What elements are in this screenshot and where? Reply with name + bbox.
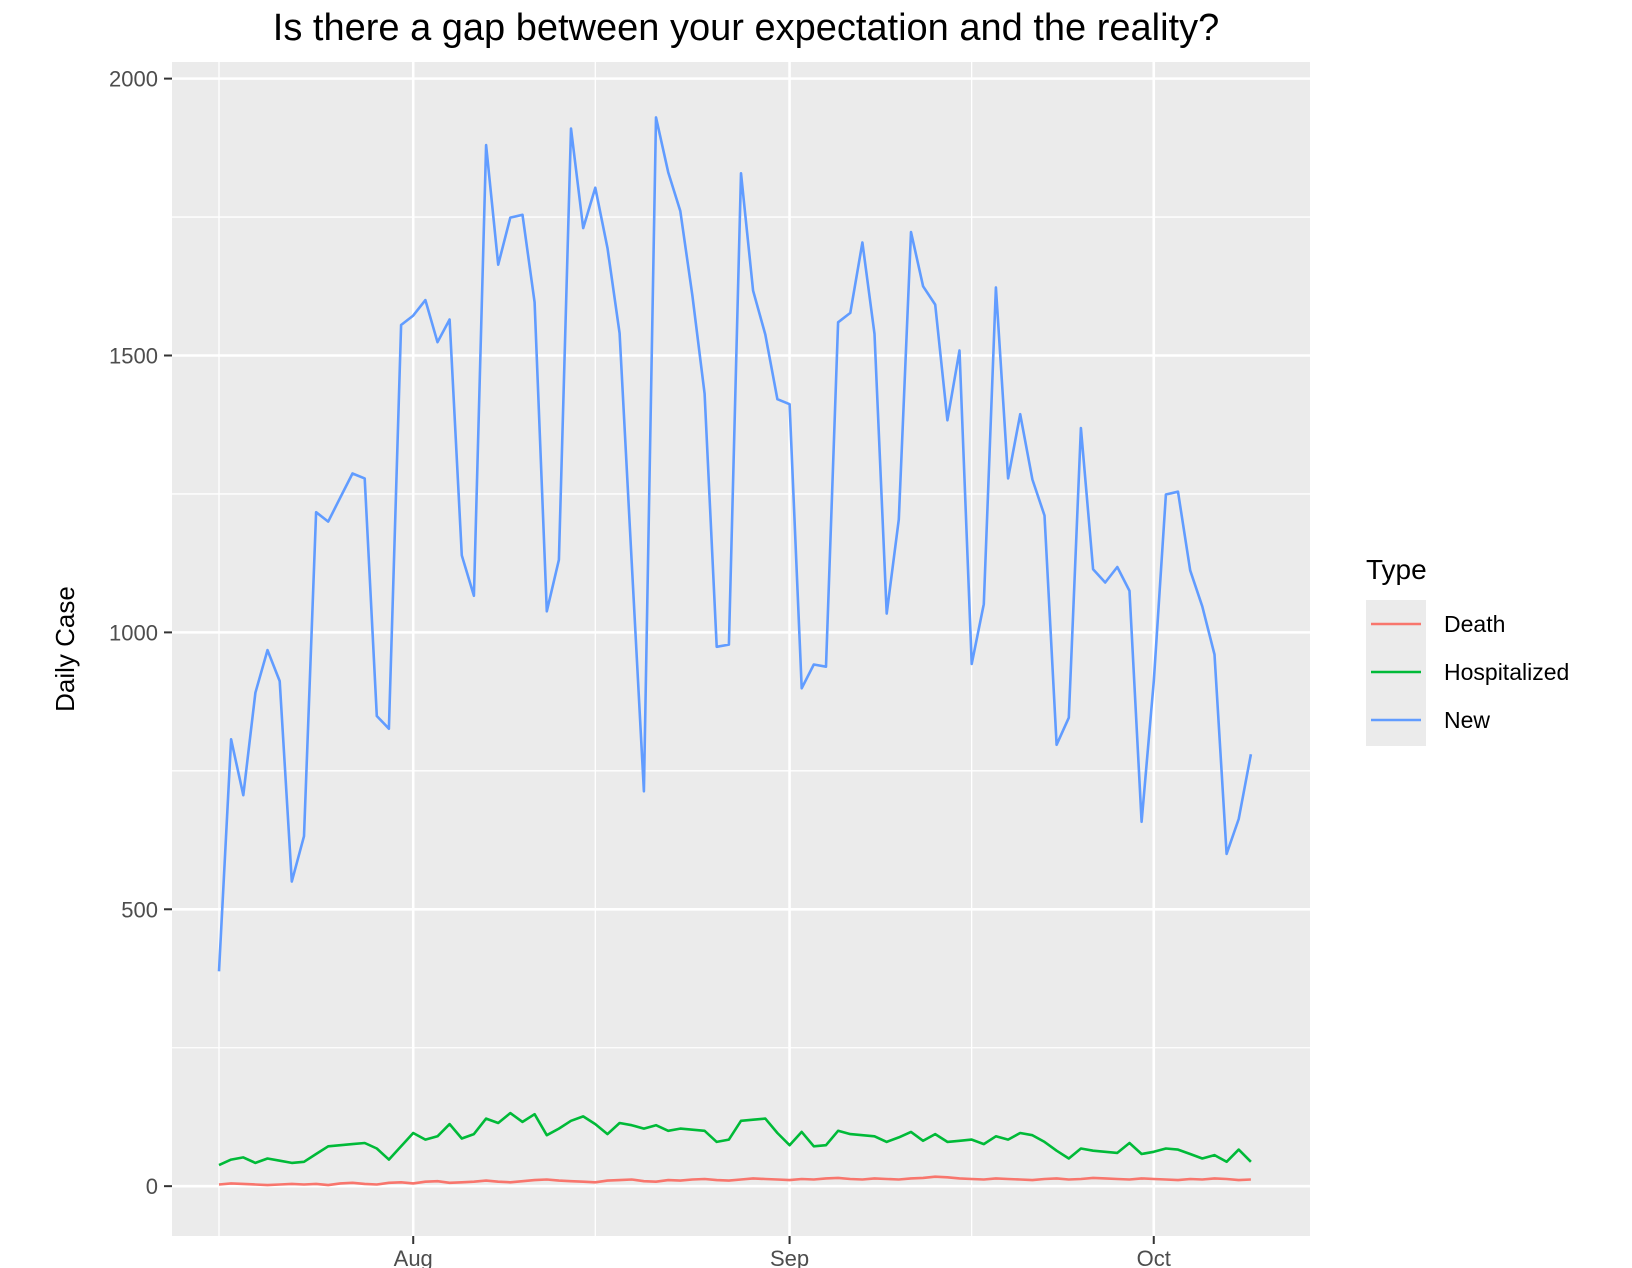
y-tick-label: 2000 — [109, 67, 158, 92]
y-tick-label: 1000 — [109, 620, 158, 645]
chart-title: Is there a gap between your expectation … — [273, 7, 1219, 49]
legend-label-death: Death — [1444, 611, 1505, 637]
y-axis: 0 500 1000 1500 2000 — [109, 67, 172, 1199]
x-tick-label: Aug — [394, 1246, 433, 1268]
y-tick-label: 0 — [146, 1174, 158, 1199]
series-line-new — [217, 116, 1253, 972]
legend: Type Death Hospitalized New — [1366, 554, 1569, 746]
legend-title: Type — [1366, 554, 1427, 585]
x-axis: Aug Sep Oct — [394, 1236, 1171, 1268]
y-axis-title: Daily Case — [50, 586, 80, 712]
legend-items: Death Hospitalized New — [1371, 611, 1569, 733]
plot-panel — [172, 62, 1310, 1236]
series-line-hospitalized — [218, 1111, 1252, 1167]
y-tick-label: 1500 — [109, 344, 158, 369]
legend-label-new: New — [1444, 707, 1490, 733]
major-gridlines-x — [411, 62, 1156, 1236]
series-lines — [217, 116, 1253, 1187]
x-tick-label: Oct — [1137, 1246, 1171, 1268]
major-gridlines-y — [172, 77, 1310, 1188]
y-tick-label: 500 — [121, 897, 158, 922]
series-line-death — [218, 1175, 1251, 1187]
x-tick-label: Sep — [770, 1246, 809, 1268]
legend-label-hospitalized: Hospitalized — [1444, 659, 1569, 685]
